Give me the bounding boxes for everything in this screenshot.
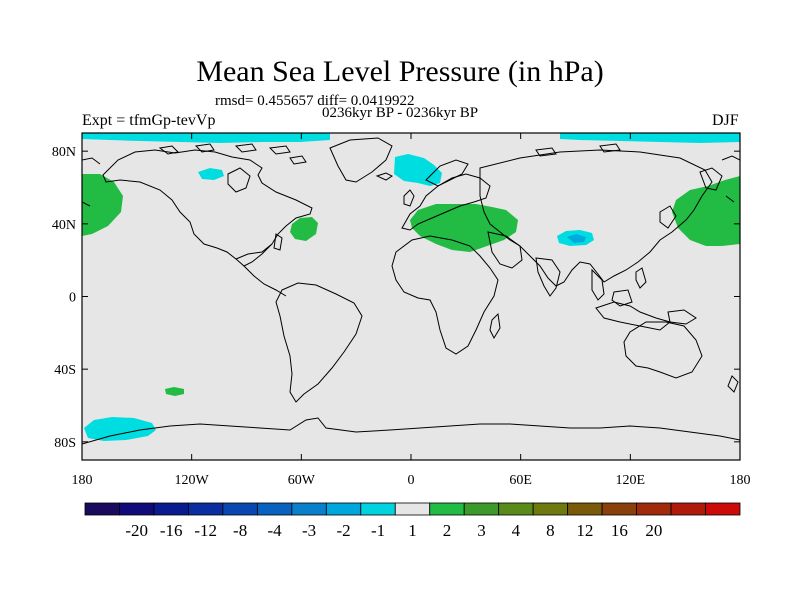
anomaly-arctic-siberia [560, 133, 740, 143]
colorbar [84, 502, 741, 516]
coastline-southeast-asia [591, 268, 605, 301]
x-axis: 180 120W 60W 0 60E 120E 180 [72, 133, 751, 488]
colorbar-label: -16 [160, 521, 183, 540]
colorbar-swatch [153, 502, 189, 516]
coastline-florida [273, 233, 283, 251]
coastline-british-isles [403, 189, 415, 207]
colorbar-label: 8 [546, 521, 555, 540]
coastline-new-zealand [727, 375, 739, 393]
coastline-hudson-bay [227, 167, 251, 193]
coastline-arabia [487, 231, 523, 269]
coastline-iceland [375, 172, 393, 181]
colorbar-label: 2 [443, 521, 452, 540]
stats-text: rmsd= 0.455657 diff= 0.0419922 [215, 93, 415, 109]
colorbar-swatch [325, 502, 362, 516]
y-tick-label: 40N [52, 218, 76, 233]
anomaly-arctic-greenland-sea [394, 154, 442, 186]
coastline-antarctica [82, 417, 740, 445]
coastline-philippines [635, 267, 647, 289]
coastline-africa [391, 235, 499, 355]
coastline-chukotka [82, 155, 740, 165]
coastline-borneo [611, 289, 633, 307]
colorbar-swatch [567, 502, 603, 516]
x-tick-label: 60E [509, 473, 532, 488]
coastline-scandinavia [425, 159, 469, 187]
season-label: DJF [712, 112, 739, 129]
colorbar-swatch [119, 502, 155, 516]
page-title: Mean Sea Level Pressure (in hPa) [196, 55, 604, 88]
colorbar-swatch [84, 502, 120, 516]
coastline-gulf-mexico [235, 243, 273, 260]
colorbar-label: 4 [512, 521, 521, 540]
colorbar-label: -2 [336, 521, 350, 540]
colorbar-label: 16 [611, 521, 628, 540]
y-tick-label: 40S [54, 363, 76, 378]
x-tick-label: 120W [175, 473, 210, 488]
colorbar-label: 1 [408, 521, 417, 540]
colorbar-swatch [670, 502, 706, 516]
colorbar-swatch [601, 502, 637, 516]
colorbar-label: 3 [477, 521, 486, 540]
colorbar-label: -8 [233, 521, 247, 540]
x-tick-label: 180 [72, 473, 93, 488]
anomaly-southern-pacific [165, 387, 184, 396]
colorbar-label: -1 [371, 521, 385, 540]
map-background [82, 133, 740, 460]
y-tick-label: 80N [52, 145, 76, 160]
colorbar-label: -4 [268, 521, 283, 540]
colorbar-swatch [394, 502, 431, 516]
coastline-layer [82, 137, 740, 445]
colorbar-swatch [532, 502, 569, 516]
anomaly-north-pacific-west [82, 174, 123, 236]
coastline-aleutians [82, 195, 735, 207]
colorbar-label: -12 [194, 521, 217, 540]
colorbar-swatch [291, 502, 327, 516]
coastline-australia [623, 321, 703, 379]
y-axis: 80N 40N 0 40S 80S [52, 145, 740, 451]
experiment-label: Expt = tfmGp-tevVp [82, 112, 216, 129]
colorbar-swatch [188, 502, 224, 516]
x-tick-label: 0 [408, 473, 415, 488]
colorbar-swatch [256, 502, 293, 516]
coastline-japan [659, 205, 677, 229]
colorbar-label: -3 [302, 521, 316, 540]
coastline-central-america [243, 265, 287, 297]
anomaly-east-asia-pacific [672, 176, 740, 246]
anomaly-tibetan-plateau-core [567, 234, 586, 243]
colorbar-swatch [498, 502, 534, 516]
x-tick-label: 120E [616, 473, 646, 488]
anomaly-arctic-north-america [82, 133, 330, 143]
x-tick-label: 60W [288, 473, 316, 488]
anomaly-north-atlantic [290, 217, 318, 241]
colorbar-swatch [429, 502, 465, 516]
coastline-south-america [275, 282, 363, 403]
colorbar-label: 12 [576, 521, 593, 540]
anomaly-north-atlantic-greenland [198, 168, 224, 180]
colorbar-swatch [705, 502, 741, 516]
coastline-greenland [329, 137, 393, 183]
colorbar-swatch [360, 502, 396, 516]
coastline-arctic-islands [158, 143, 621, 165]
x-tick-label: 180 [730, 473, 751, 488]
coastline-north-america [102, 149, 313, 267]
colorbar-swatch [636, 502, 672, 516]
coastline-madagascar [489, 312, 501, 340]
coastline-india [535, 257, 561, 297]
colorbar-swatch [463, 502, 500, 516]
colorbar-swatch [222, 502, 258, 516]
anomaly-antarctic-pacific-sector [84, 417, 156, 441]
y-tick-label: 80S [54, 436, 76, 451]
period-text: 0236kyr BP - 0236kyr BP [322, 105, 479, 121]
y-tick-label: 0 [69, 291, 76, 306]
colorbar-labels: -20 -16 -12 -8 -4 -3 -2 -1 1 2 3 4 8 12 16 20 [125, 521, 662, 540]
colorbar-label: 20 [645, 521, 662, 540]
coastline-europe [401, 173, 491, 231]
coastline-new-guinea [667, 309, 697, 325]
coastline-kamchatka [699, 167, 723, 191]
colorbar-label: -20 [125, 521, 148, 540]
